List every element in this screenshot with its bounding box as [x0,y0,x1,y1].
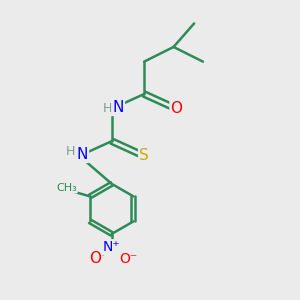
Text: N⁺: N⁺ [103,240,121,254]
Text: O: O [170,101,182,116]
Text: N: N [112,100,124,115]
Text: H: H [103,102,112,115]
Text: N: N [76,147,88,162]
Text: O⁻: O⁻ [119,252,137,266]
Text: CH₃: CH₃ [56,182,77,193]
Text: O: O [89,251,101,266]
Text: H: H [66,145,75,158]
Text: S: S [139,148,149,164]
